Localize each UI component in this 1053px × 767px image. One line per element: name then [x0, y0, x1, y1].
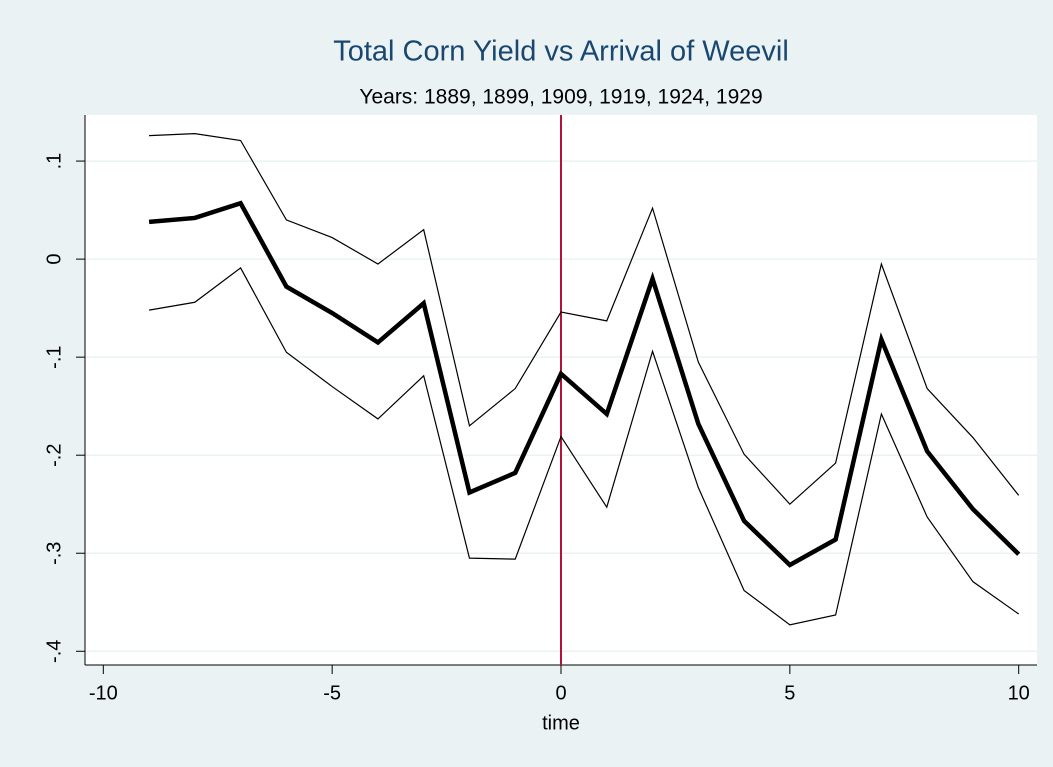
y-tick-label: .1 — [43, 153, 65, 170]
x-tick-label: -10 — [89, 682, 118, 704]
y-tick-label: 0 — [43, 254, 65, 265]
y-tick-label: -.2 — [43, 444, 65, 467]
y-tick-label: -.3 — [43, 542, 65, 565]
series-line — [148, 200, 1021, 568]
y-tick-label: -.4 — [43, 640, 65, 663]
chart-title: Total Corn Yield vs Arrival of Weevil — [333, 36, 789, 68]
x-tick-label: -5 — [323, 682, 341, 704]
x-axis-title: time — [542, 712, 580, 734]
series-line — [148, 267, 1020, 626]
x-tick-label: 5 — [784, 682, 795, 704]
series-line — [149, 133, 1020, 506]
chart-subtitle: Years: 1889, 1899, 1909, 1919, 1924, 192… — [359, 86, 762, 109]
x-tick-label: 0 — [555, 682, 566, 704]
x-tick-label: 10 — [1008, 682, 1030, 704]
y-tick-label: -.1 — [43, 345, 65, 368]
